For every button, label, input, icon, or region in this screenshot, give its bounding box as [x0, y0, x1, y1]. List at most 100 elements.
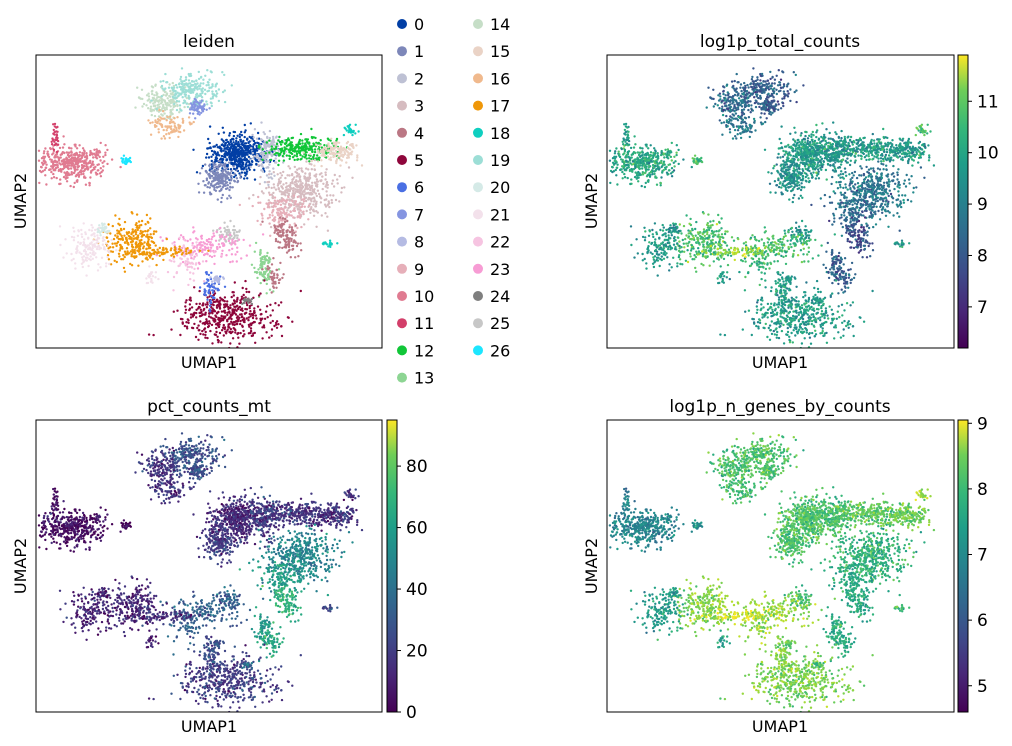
data-point [99, 159, 102, 162]
data-point [92, 156, 95, 159]
data-point [265, 141, 269, 144]
data-point [96, 234, 99, 237]
data-point [187, 79, 191, 82]
data-point [296, 168, 299, 171]
data-point [222, 334, 225, 337]
data-point [274, 157, 277, 160]
data-point [227, 317, 230, 320]
data-point [239, 308, 242, 311]
data-point [341, 153, 344, 156]
data-point [52, 132, 55, 135]
data-point [220, 254, 223, 257]
data-point [285, 229, 288, 233]
data-point [101, 161, 104, 164]
data-point [219, 303, 222, 306]
data-point [150, 90, 154, 93]
data-point [600, 171, 602, 173]
data-point [212, 232, 215, 235]
data-point [670, 175, 674, 178]
data-point [78, 151, 82, 154]
data-point [56, 130, 59, 133]
data-point [252, 147, 255, 151]
data-point [217, 132, 220, 135]
data-point [182, 235, 185, 239]
data-point [162, 128, 165, 132]
data-point [268, 193, 272, 196]
data-point [307, 179, 310, 183]
legend-item-19: 19 [473, 151, 510, 170]
data-point [199, 320, 202, 323]
data-point [173, 249, 176, 252]
data-point [291, 233, 294, 236]
data-point [245, 170, 249, 173]
data-point [302, 210, 305, 213]
data-point [259, 262, 263, 265]
data-point [218, 245, 221, 249]
data-point [314, 192, 317, 195]
data-point [250, 160, 254, 163]
data-point [291, 178, 294, 181]
data-point [636, 157, 639, 161]
data-point [219, 296, 222, 299]
data-point [217, 164, 221, 167]
data-point [221, 71, 224, 74]
data-point [193, 311, 196, 314]
data-point [345, 129, 348, 132]
data-point [299, 175, 302, 178]
data-point [211, 235, 214, 239]
data-point [245, 317, 248, 320]
data-point [236, 180, 239, 184]
data-point [651, 170, 655, 173]
data-point [310, 163, 313, 166]
data-point [283, 211, 286, 215]
data-point [232, 134, 236, 138]
data-point [614, 160, 618, 163]
data-point [616, 163, 619, 166]
data-point [181, 117, 184, 121]
data-point [172, 289, 175, 292]
data-point [199, 311, 202, 314]
data-point [29, 171, 31, 173]
data-point [270, 328, 274, 331]
data-point [224, 147, 228, 150]
data-point [194, 335, 198, 339]
data-point [288, 174, 291, 177]
data-point [655, 155, 658, 159]
data-point [172, 310, 175, 313]
data-point [325, 168, 328, 171]
data-point [260, 257, 264, 261]
data-point [239, 319, 242, 323]
data-point [38, 181, 41, 185]
data-point [618, 153, 621, 156]
data-point [170, 247, 173, 250]
data-point [198, 286, 202, 289]
data-point [43, 150, 46, 153]
legend-item-21: 21 [473, 205, 510, 224]
data-point [206, 336, 209, 340]
data-point [150, 277, 153, 281]
data-point [666, 148, 670, 151]
data-point [248, 306, 251, 310]
data-point [87, 244, 90, 247]
data-point [218, 235, 222, 239]
data-point [298, 150, 302, 153]
data-point [163, 252, 166, 255]
data-point [248, 168, 251, 171]
data-point [193, 106, 196, 110]
data-point [183, 105, 186, 109]
data-point [275, 323, 278, 326]
data-point [123, 250, 127, 253]
data-point [220, 138, 223, 141]
data-point [263, 140, 266, 143]
data-point [178, 247, 181, 251]
data-point [220, 314, 223, 318]
data-point [208, 107, 211, 110]
data-point [251, 316, 255, 320]
data-point [243, 142, 247, 145]
data-point [226, 328, 229, 331]
data-point [209, 167, 212, 170]
data-point [162, 93, 165, 97]
data-point [354, 123, 357, 127]
data-point [257, 158, 261, 162]
data-point [220, 329, 224, 332]
